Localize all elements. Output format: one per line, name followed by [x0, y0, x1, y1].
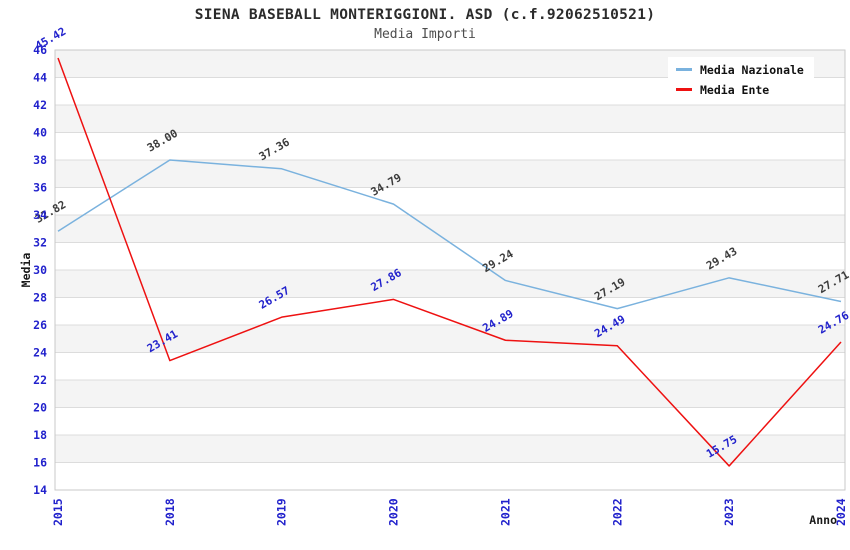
plot-band: [55, 352, 845, 380]
series-line-media-nazionale: [57, 159, 842, 310]
x-tick-label: 2018: [163, 498, 177, 526]
plot-band: [55, 270, 845, 298]
legend-label-media-ente: Media Ente: [700, 83, 769, 97]
x-tick-label: 2019: [275, 498, 289, 526]
plot-band: [55, 132, 845, 160]
legend-box: [668, 57, 814, 101]
y-tick-label: 32: [33, 236, 47, 250]
y-tick-label: 44: [33, 71, 47, 85]
x-tick-label: 2020: [387, 498, 401, 526]
x-tick-label: 2021: [498, 498, 512, 526]
plot-band: [55, 187, 845, 215]
y-tick-label: 34: [33, 208, 47, 222]
plot-band: [55, 160, 845, 188]
y-tick-label: 42: [33, 98, 47, 112]
x-axis-title: Anno: [809, 513, 837, 527]
y-tick-label: 36: [33, 181, 47, 195]
chart-title: SIENA BASEBALL MONTERIGGIONI. ASD (c.f.9…: [194, 7, 656, 23]
legend-label-media-nazionale: Media Nazionale: [700, 63, 804, 77]
chart-subtitle: Media Importi: [374, 27, 476, 42]
y-axis-title: Media: [19, 253, 33, 288]
y-tick-label: 20: [33, 401, 47, 415]
y-tick-label: 26: [33, 318, 47, 332]
x-tick-label: 2024: [834, 498, 848, 526]
y-tick-label: 38: [33, 153, 47, 167]
y-tick-label: 24: [33, 346, 47, 360]
y-tick-label: 16: [33, 456, 47, 470]
y-tick-label: 18: [33, 428, 47, 442]
x-tick-label: 2023: [722, 498, 736, 526]
y-tick-label: 28: [33, 291, 47, 305]
y-tick-label: 22: [33, 373, 47, 387]
series-line-media-ente: [57, 57, 842, 467]
x-tick-label: 2015: [51, 498, 65, 526]
plot-band: [55, 325, 845, 353]
y-tick-label: 30: [33, 263, 47, 277]
plot-band: [55, 462, 845, 490]
y-tick-label: 46: [33, 43, 47, 57]
plot-band: [55, 407, 845, 435]
plot-band: [55, 297, 845, 325]
y-tick-label: 14: [33, 483, 47, 497]
x-tick-label: 2022: [610, 498, 624, 526]
plot-band: [55, 380, 845, 408]
plot-band: [55, 105, 845, 133]
y-tick-label: 40: [33, 126, 47, 140]
plot-band: [55, 215, 845, 243]
plot-border: [54, 49, 846, 491]
plot-band: [55, 242, 845, 270]
